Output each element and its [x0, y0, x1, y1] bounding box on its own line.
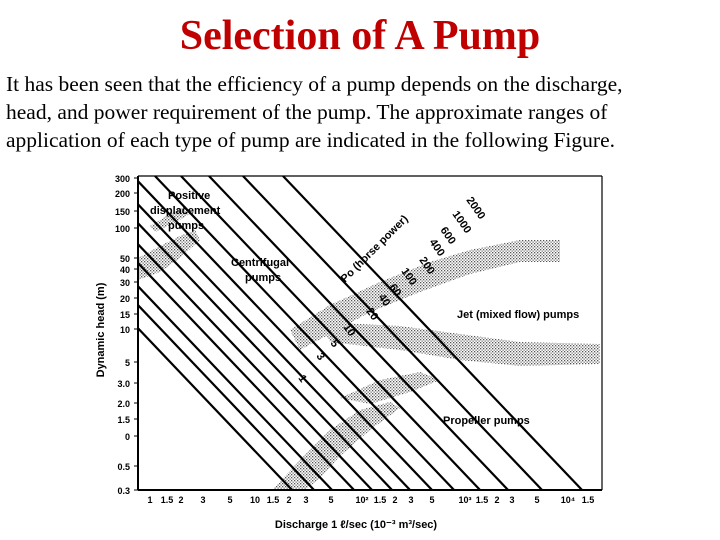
y-tick-label: 40 [120, 265, 130, 275]
y-tick-label: 0 [125, 432, 130, 442]
x-tick-label: 5 [227, 495, 232, 505]
pump-selection-chart: 30020015010050403020151053.02.01.500.50.… [95, 174, 603, 531]
x-tick-label: 5 [534, 495, 539, 505]
positive-label-line1: Positive [168, 190, 210, 202]
y-tick-label: 150 [115, 207, 130, 217]
power-line [138, 221, 394, 490]
x-tick-label: 1.5 [374, 495, 387, 505]
power-line-label: 20 [364, 306, 381, 323]
y-tick-label: 10 [120, 325, 130, 335]
power-line [138, 202, 412, 490]
intro-line: head, and power requirement of the pump.… [6, 100, 608, 124]
x-tick-label: 2 [286, 495, 291, 505]
y-tick-label: 300 [115, 174, 130, 184]
centrifugal-band [290, 240, 560, 350]
x-tick-label: 3 [408, 495, 413, 505]
x-tick-label: 1.5 [476, 495, 489, 505]
power-line [138, 284, 334, 490]
centrifugal-label-line2: pumps [245, 272, 281, 284]
x-tick-labels: 1 1.5 2 3 5 10 1.5 2 3 5 10² 1.5 2 3 5 10³ 1.5 2 3 5 10⁴ 1.5 [147, 495, 594, 505]
x-tick-label: 1.5 [267, 495, 280, 505]
x-tick-label: 10³ [458, 495, 471, 505]
y-tick-label: 15 [120, 310, 130, 320]
intro-paragraph: It has been seen that the efficiency of … [6, 70, 718, 154]
power-line [138, 242, 374, 490]
y-tick-label: 200 [115, 189, 130, 199]
x-tick-label: 3 [200, 495, 205, 505]
x-axis-label: Discharge 1 ℓ/sec (10⁻³ m³/sec) [275, 519, 438, 531]
positive-label-line2: displacement [150, 205, 221, 217]
power-line [138, 179, 434, 490]
power-line-label: 3 [314, 351, 327, 363]
y-tick-label: 30 [120, 278, 130, 288]
y-tick-label: 3.0 [117, 379, 130, 389]
power-line-label: 1 [296, 373, 309, 385]
power-line [208, 176, 510, 490]
x-tick-label: 2 [494, 495, 499, 505]
y-tick-label: 1.5 [117, 415, 130, 425]
x-tick-label: 3 [509, 495, 514, 505]
jet-label: Jet (mixed flow) pumps [457, 309, 579, 321]
y-tick-label: 0.3 [117, 486, 130, 496]
y-tick-label: 2.0 [117, 399, 130, 409]
x-tick-label: 1.5 [161, 495, 174, 505]
intro-line: It has been seen that the efficiency of … [6, 72, 623, 96]
x-tick-label: 2 [178, 495, 183, 505]
slide-title: Selection of A Pump [179, 13, 541, 59]
y-axis-label: Dynamic head (m) [95, 282, 107, 377]
jet-band [320, 322, 600, 366]
y-tick-label: 50 [120, 254, 130, 264]
power-line-label: 10 [341, 322, 358, 339]
x-tick-label: 5 [328, 495, 333, 505]
power-line [138, 303, 316, 490]
x-tick-label: 10⁴ [561, 495, 575, 505]
x-tick-label: 10 [250, 495, 260, 505]
y-tick-label: 100 [115, 224, 130, 234]
power-line-label: 60 [387, 282, 404, 299]
y-tick-label: 5 [125, 358, 130, 368]
positive-label-line3: pumps [168, 220, 204, 232]
propeller-band-upper [340, 372, 440, 404]
power-line [242, 176, 544, 490]
power-line [154, 176, 456, 490]
power-line-label: 5 [328, 338, 341, 350]
power-line-label: 2000 [464, 195, 488, 222]
power-lines [138, 176, 584, 490]
x-tick-label: 5 [429, 495, 434, 505]
centrifugal-label-line1: Centrifugal [231, 257, 289, 269]
y-tick-label: 0.5 [117, 462, 130, 472]
intro-line: application of each type of pump are ind… [6, 128, 615, 152]
x-tick-label: 1 [147, 495, 152, 505]
positive-displacement-band-upper [150, 206, 190, 232]
x-tick-label: 1.5 [582, 495, 595, 505]
power-line [282, 176, 584, 490]
power-line [180, 176, 482, 490]
power-line [138, 326, 294, 490]
x-tick-label: 2 [392, 495, 397, 505]
power-line-label: 40 [376, 292, 393, 309]
power-line [138, 261, 356, 490]
x-tick-label: 10² [355, 495, 368, 505]
y-tick-label: 20 [120, 294, 130, 304]
x-tick-label: 3 [303, 495, 308, 505]
propeller-label: Propeller pumps [443, 415, 530, 427]
